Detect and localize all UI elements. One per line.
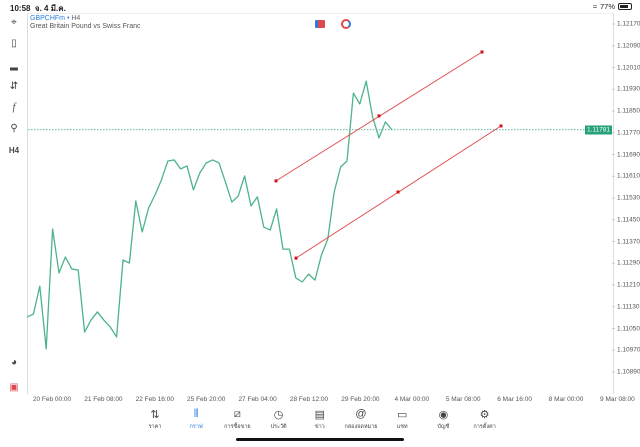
price-tick: 1.11130 <box>617 303 640 311</box>
crosshair-icon[interactable]: ⌖ <box>11 17 17 28</box>
clock-signal-icon[interactable] <box>341 19 351 29</box>
symbol-description: Great Britain Pound vs Swiss Franc <box>30 23 141 30</box>
one-click-trading-icon[interactable]: ▣ <box>9 382 19 393</box>
price-tick: 1.10970 <box>617 346 640 354</box>
timeframe: H4 <box>71 15 81 22</box>
time-tick: 8 Mar 00:00 <box>548 396 584 403</box>
time-tick: 27 Feb 04:00 <box>238 396 277 403</box>
tab-label: กราฟ <box>189 424 203 430</box>
chart-area[interactable] <box>27 13 614 394</box>
time-tick: 5 Mar 08:00 <box>445 396 481 403</box>
status-indicators: ≈ 77% <box>593 2 632 11</box>
quotes-icon: ⇅ <box>150 409 160 421</box>
price-tick: 1.12090 <box>617 42 640 50</box>
indicators-icon[interactable]: ▂ <box>10 60 18 71</box>
price-tick: 1.11610 <box>617 172 640 180</box>
history-icon: ◷ <box>273 409 284 421</box>
tab-label: ข่าว <box>314 424 325 430</box>
tab-label: ราคา <box>148 424 162 430</box>
tab-label: การซื้อขาย <box>224 424 251 430</box>
time-tick: 28 Feb 12:00 <box>289 396 329 403</box>
battery-icon <box>618 3 632 10</box>
trendline-anchor <box>377 114 381 118</box>
tab-trade[interactable]: ⧄ การซื้อขาย <box>215 408 259 431</box>
price-tick: 1.11530 <box>617 194 640 202</box>
tab-label: ประวัติ <box>270 424 287 430</box>
tab-mailbox[interactable]: @ กล่องจดหมาย <box>339 408 383 431</box>
separator: • <box>66 15 70 22</box>
time-tick: 25 Feb 20:00 <box>187 396 226 403</box>
status-time: 10:58 จ. 4 มี.ค. <box>10 2 66 15</box>
tab-label: การตั้งค่า <box>473 424 496 430</box>
chart-icon: ⫴ <box>193 408 199 420</box>
wifi-icon: ≈ <box>592 2 597 11</box>
trade-icon: ⧄ <box>233 408 241 420</box>
tab-label: กล่องจดหมาย <box>344 424 378 430</box>
price-tick: 1.10890 <box>617 368 640 376</box>
trendline-anchor <box>499 124 503 128</box>
symbol-name: GBPCHFm <box>30 15 65 22</box>
price-line <box>26 80 393 350</box>
settings-icon: ⚙ <box>479 409 490 421</box>
zoom-chart-icon[interactable]: ◕ <box>10 357 18 368</box>
tab-settings[interactable]: ⚙ การตั้งค่า <box>463 408 507 431</box>
timeframe-button[interactable]: H4 <box>8 146 20 155</box>
time-tick: 6 Mar 16:00 <box>497 396 532 403</box>
price-tick: 1.11370 <box>617 238 640 245</box>
objects-icon[interactable]: ⚲ <box>10 123 18 134</box>
tab-chat[interactable]: ▭ แชท <box>380 408 424 431</box>
trendline-anchor <box>396 190 400 194</box>
time-tick: 22 Feb 16:00 <box>135 396 174 403</box>
tab-news[interactable]: ▤ ข่าว <box>298 408 342 431</box>
tab-label: แชท <box>396 424 408 430</box>
home-indicator <box>236 438 404 441</box>
function-icon[interactable]: f <box>12 102 16 113</box>
signal-icon[interactable] <box>315 20 325 28</box>
tab-history[interactable]: ◷ ประวัติ <box>257 408 301 431</box>
price-tick: 1.12010 <box>617 64 640 71</box>
tab-account[interactable]: ◉ บัญชี <box>421 408 465 431</box>
price-tick: 1.11210 <box>617 281 640 289</box>
time-tick: 20 Feb 00:00 <box>32 396 72 403</box>
settings-sliders-icon[interactable]: ⇵ <box>9 81 19 92</box>
tab-chart[interactable]: ⫴ กราฟ <box>174 408 218 431</box>
battery-percent: 77% <box>599 2 615 11</box>
price-tick: 1.11690 <box>617 151 640 158</box>
candlestick-icon[interactable]: ▯ <box>11 38 17 49</box>
time-tick: 29 Feb 20:00 <box>341 396 380 403</box>
time-tick: 21 Feb 08:00 <box>84 396 123 403</box>
symbol-label[interactable]: GBPCHFm • H4 <box>30 15 80 22</box>
price-tick: 1.11930 <box>617 85 640 93</box>
mailbox-icon: @ <box>355 408 367 420</box>
date: จ. 4 มี.ค. <box>34 4 66 13</box>
current-price-label: 1.11781 <box>584 125 612 135</box>
chat-icon: ▭ <box>396 409 408 421</box>
price-tick: 1.11770 <box>617 129 640 137</box>
trendline-anchor <box>480 50 484 54</box>
price-tick: 1.11850 <box>617 107 640 115</box>
price-tick: 1.11450 <box>617 216 640 224</box>
news-icon: ▤ <box>314 409 325 421</box>
trendline-anchor <box>274 179 278 183</box>
account-icon: ◉ <box>438 409 449 421</box>
time-tick: 9 Mar 08:00 <box>600 396 635 403</box>
price-tick: 1.11050 <box>617 325 640 332</box>
price-tick: 1.11290 <box>617 259 640 267</box>
trendline-anchor <box>294 256 298 260</box>
price-tick: 1.12170 <box>617 20 640 28</box>
tab-label: บัญชี <box>437 424 450 430</box>
tab-quotes[interactable]: ⇅ ราคา <box>133 408 177 431</box>
clock: 10:58 <box>10 4 31 13</box>
time-tick: 4 Mar 00:00 <box>394 396 430 403</box>
